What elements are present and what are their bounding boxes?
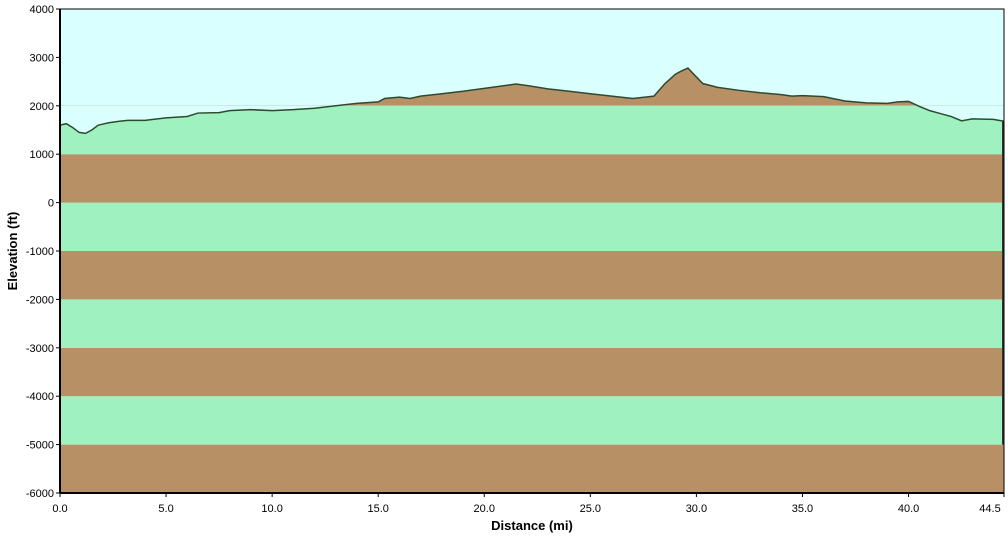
- y-tick-label: -2000: [26, 294, 54, 306]
- terrain-fill: [60, 68, 1004, 134]
- y-axis: 4000 3000 2000 1000 0 -1000 -2000 -3000 -4000 -50…: [26, 4, 61, 500]
- x-axis-title: Distance (mi): [491, 518, 573, 533]
- elevation-band: [60, 299, 1004, 348]
- terrain-fill-low: [60, 105, 1004, 155]
- y-tick-label: -1000: [26, 246, 54, 258]
- y-tick-label: -3000: [26, 343, 54, 355]
- y-axis-title: Elevation (ft): [5, 212, 20, 291]
- y-tick-label: -5000: [26, 440, 54, 452]
- y-tick-label: 1000: [30, 149, 54, 161]
- x-tick-label: 5.0: [158, 503, 173, 515]
- elevation-line: [59, 67, 1005, 135]
- x-tick-label: 30.0: [686, 503, 707, 515]
- y-tick-label: 2000: [30, 101, 54, 113]
- elevation-band: [60, 251, 1004, 300]
- x-tick-label: 20.0: [474, 503, 495, 515]
- sky-fill-low: [60, 105, 1004, 134]
- x-tick-label: 35.0: [792, 503, 813, 515]
- x-axis: 0.0 5.0 10.0 15.0 20.0 25.0 30.0 35.0 40.0 44.5: [52, 492, 1005, 515]
- y-tick-label: 0: [48, 198, 54, 210]
- y-tick-label: -6000: [26, 488, 54, 500]
- plot-area: [59, 8, 1005, 494]
- x-tick-label: 40.0: [898, 503, 919, 515]
- elevation-band: [60, 347, 1004, 397]
- x-tick-label: 15.0: [367, 503, 388, 515]
- x-tick-label: 25.0: [580, 503, 601, 515]
- x-tick-label: 44.5: [979, 503, 1000, 515]
- x-tick-label: 10.0: [261, 503, 282, 515]
- y-tick-label: 3000: [30, 52, 54, 64]
- x-tick-label: 0.0: [52, 503, 67, 515]
- elevation-band: [60, 154, 1004, 203]
- elevation-band: [60, 396, 1004, 445]
- y-tick-label: -4000: [26, 391, 54, 403]
- elevation-band: [60, 202, 1004, 251]
- y-tick-label: 4000: [30, 4, 54, 16]
- elevation-band: [60, 444, 1004, 493]
